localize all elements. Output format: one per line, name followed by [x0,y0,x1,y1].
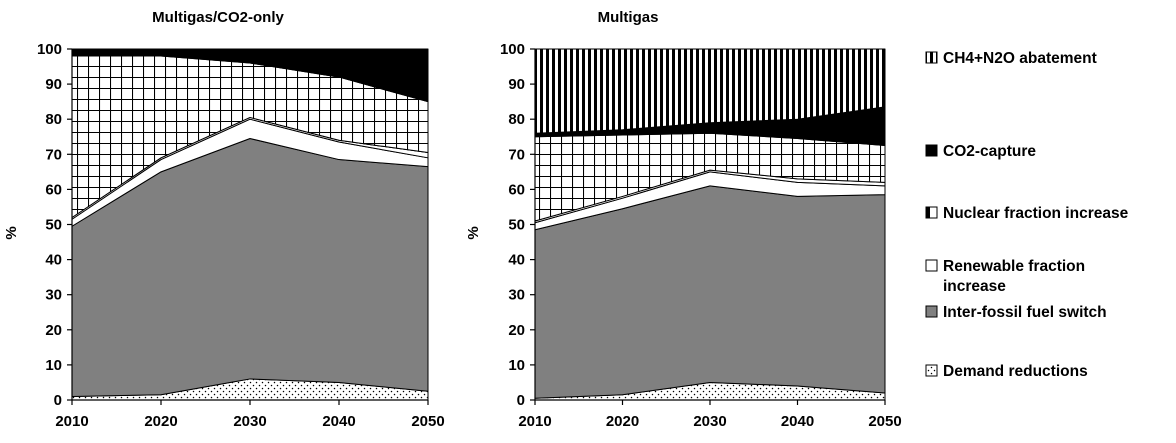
x-tick-label: 2030 [693,413,726,430]
legend-swatch [925,51,938,64]
y-tick-label: 40 [45,252,62,269]
legend-label: Demand reductions [943,363,1088,380]
y-tick-label: 60 [45,181,62,198]
y-tick-label: 30 [508,287,525,304]
legend-item-co2-capture: CO2-capture [925,143,1036,160]
y-tick-label: 30 [45,287,62,304]
y-tick-label: 60 [508,181,525,198]
y-tick-label: 40 [508,252,525,269]
legend-swatch [925,364,938,377]
x-tick-label: 2020 [144,413,177,430]
y-tick-label: 80 [45,111,62,128]
legend-item-nuclear-fraction-increase: Nuclear fraction increase [925,205,1129,222]
y-tick-label: 20 [45,322,62,339]
y-axis-label: % [3,226,20,239]
y-tick-label: 80 [508,111,525,128]
legend-label: Inter-fossil fuel switch [943,304,1107,321]
legend-item-demand-reductions: Demand reductions [925,363,1088,380]
legend-label: CO2-capture [943,143,1036,160]
y-tick-label: 10 [508,357,525,374]
legend-label: Renewable fraction increase [943,258,1089,295]
legend: CH4+N2O abatement CO2-capture Nuclear fr… [925,50,1129,380]
area-remainder [71,48,429,103]
legend-label-line-2: increase [943,278,1006,295]
area-remainder [534,48,886,134]
legend-label-line-1: Renewable fraction [943,258,1085,275]
x-tick-label: 2050 [868,413,901,430]
legend-swatch [925,144,938,157]
y-tick-label: 100 [500,41,525,58]
area-layers [534,48,886,401]
legend-label: CH4+N2O abatement [943,50,1097,67]
legend-item-inter-fossil-fuel-switch: Inter-fossil fuel switch [925,304,1107,321]
legend-item-renewable-fraction-increase: Renewable fraction increase [925,258,1089,295]
legend-label: Nuclear fraction increase [943,205,1129,222]
x-tick-label: 2040 [781,413,814,430]
y-tick-label: 20 [508,322,525,339]
y-tick-label: 90 [45,76,62,93]
x-tick-label: 2040 [322,413,355,430]
y-axis-label: % [465,226,482,239]
x-tick-label: 2010 [518,413,551,430]
y-tick-label: 50 [508,217,525,234]
chart-multigas-co2-only: Multigas/CO2-only % 01020304050607080901… [3,9,445,430]
y-tick-label: 50 [45,217,62,234]
chart-title: Multigas/CO2-only [152,9,284,26]
x-tick-label: 2030 [233,413,266,430]
legend-item-ch4-n2o-abatement: CH4+N2O abatement [925,50,1097,67]
x-tick-label: 2050 [411,413,444,430]
y-tick-label: 70 [508,146,525,163]
x-tick-label: 2010 [55,413,88,430]
y-tick-label: 100 [37,41,62,58]
y-tick-label: 0 [517,392,525,409]
y-tick-label: 70 [45,146,62,163]
area-layers [71,48,429,401]
x-tick-label: 2020 [606,413,639,430]
chart-title: Multigas [598,9,659,26]
y-tick-label: 10 [45,357,62,374]
legend-swatch [925,305,938,318]
y-tick-label: 0 [54,392,62,409]
legend-swatch [925,259,938,272]
y-tick-label: 90 [508,76,525,93]
legend-swatch-half-fill [926,207,930,218]
area-inter-fossil-fuel-switch [534,185,886,399]
